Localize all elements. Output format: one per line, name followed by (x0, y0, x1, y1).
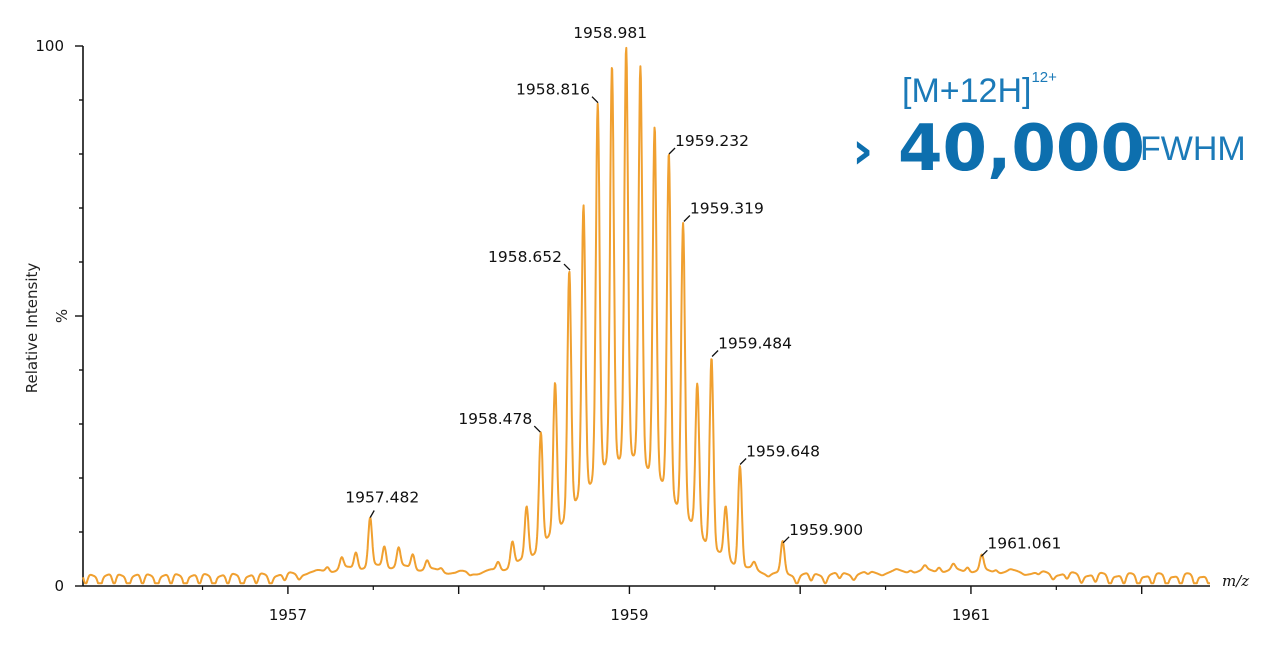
peak-label-group: 1957.482 (345, 489, 419, 518)
peak-labels: 1957.482 1958.478 1958.652 1958.816 1958.981… (345, 24, 1061, 557)
peak-label-group: 1959.319 (683, 200, 764, 222)
peak-label-group: 1958.478 (458, 410, 541, 433)
x-axis-title: m/z (1222, 572, 1249, 590)
peak-label: 1961.061 (987, 534, 1061, 552)
y-axis-title: Relative Intensity (23, 263, 41, 394)
peak-leader-line (533, 425, 541, 433)
greater-than-icon: › (852, 121, 873, 181)
peak-label-group: 1961.061 (980, 534, 1061, 557)
spectrum-series-line (82, 46, 1211, 585)
resolution-unit: FWHM (1140, 130, 1246, 168)
peak-label-group: 1959.484 (711, 335, 792, 357)
peak-label: 1959.232 (675, 132, 749, 150)
y-minor-ticks (75, 45, 83, 587)
peak-label-group: 1958.652 (488, 248, 571, 271)
peak-leader-line (591, 96, 599, 104)
peak-label-group: 1959.232 (668, 132, 749, 155)
ion-label: [M+12H] (902, 72, 1031, 110)
y-tick-label-max: 100 (35, 37, 64, 55)
peak-label-group: 1958.816 (516, 81, 599, 104)
peak-label-group: 1958.981 (573, 24, 647, 42)
peak-leader-line (782, 536, 790, 544)
peak-label: 1958.816 (516, 81, 590, 99)
resolution-value: 40,000 (898, 112, 1145, 186)
x-tick-label: 1957 (269, 606, 307, 624)
y-tick-label-min: 0 (54, 577, 64, 595)
peak-label: 1958.652 (488, 248, 562, 266)
peak-label: 1958.981 (573, 24, 647, 42)
chart-axes (75, 45, 1210, 594)
x-tick-label: 1959 (610, 606, 648, 624)
y-axis-unit: % (53, 309, 71, 323)
svg-text:[M+12H]12+: [M+12H]12+ (902, 69, 1057, 110)
x-tick-label: 1961 (952, 606, 990, 624)
peak-label-group: 1959.648 (739, 443, 820, 465)
peak-leader-line (668, 147, 676, 155)
peak-label-group: 1959.900 (782, 521, 863, 544)
peak-label: 1959.319 (690, 200, 764, 218)
x-ticks (201, 586, 1143, 594)
x-tick-labels: 1957 1959 1961 (269, 606, 990, 624)
peak-leader-line (683, 215, 691, 222)
resolution-annotation: [M+12H]12+ › 40,000 FWHM (852, 69, 1246, 186)
charge-superscript: 12+ (1031, 69, 1057, 86)
peak-label: 1958.478 (458, 410, 532, 428)
peak-leader-line (369, 510, 375, 518)
peak-leader-line (980, 549, 988, 557)
peak-leader-line (739, 458, 747, 465)
peak-leader-line (711, 350, 719, 357)
peak-label: 1959.648 (746, 443, 820, 461)
peak-label: 1957.482 (345, 489, 419, 507)
peak-leader-line (563, 263, 571, 271)
peak-label: 1959.484 (718, 335, 792, 353)
peak-label: 1959.900 (789, 521, 863, 539)
